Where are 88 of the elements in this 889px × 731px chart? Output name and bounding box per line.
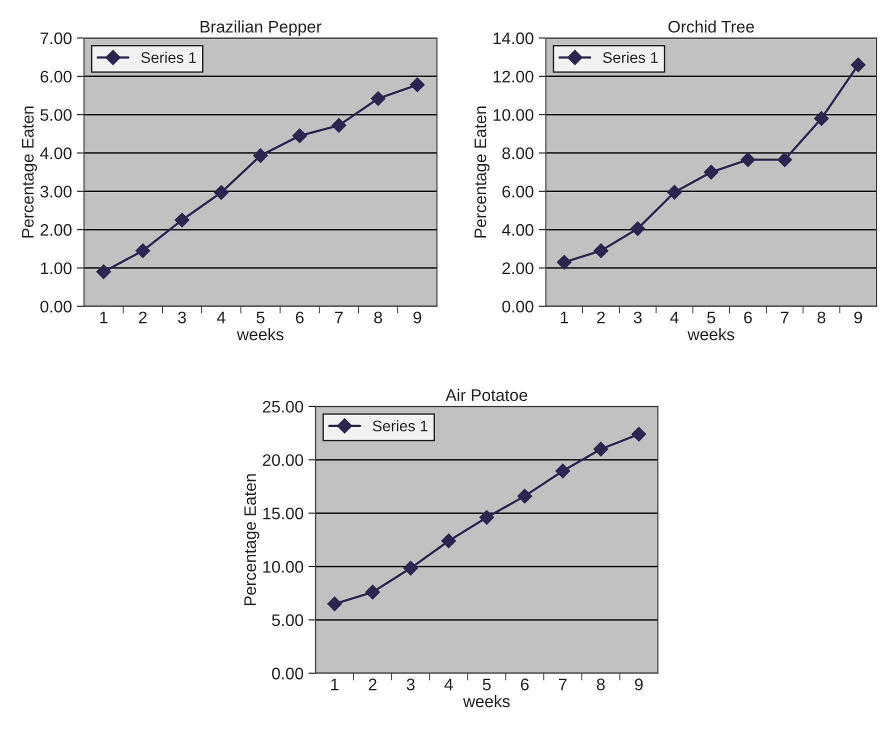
point: [850, 57, 866, 72]
point: [479, 510, 494, 525]
x-axis-title: weeks: [236, 328, 284, 340]
chart-title: Brazilian Pepper: [200, 20, 322, 36]
point: [403, 560, 418, 576]
y-tick-label: 7.00: [40, 32, 72, 44]
point: [517, 488, 532, 504]
x-tick-label: 7: [780, 312, 788, 324]
x-tick-label: 9: [413, 312, 422, 324]
y-axis-title: Percentage Eaten: [474, 106, 490, 238]
x-tick-label: 7: [559, 678, 567, 690]
point: [594, 243, 608, 258]
point: [410, 77, 425, 92]
y-tick-label: 0.00: [272, 668, 304, 680]
point: [327, 596, 342, 612]
point: [292, 128, 308, 144]
point: [555, 464, 570, 478]
x-tick-label: 3: [178, 312, 186, 324]
x-tick-label: 2: [368, 678, 376, 690]
y-axis-title: Percentage Eaten: [22, 106, 37, 238]
point: [740, 152, 756, 168]
x-axis-title: weeks: [463, 695, 510, 708]
point: [667, 184, 682, 200]
x-tick-label: 2: [597, 312, 605, 324]
y-tick-label: 8.00: [502, 147, 534, 160]
x-tick-label: 5: [707, 312, 716, 324]
point: [631, 426, 646, 442]
x-tick-label: 1: [560, 312, 568, 324]
x-tick-label: 5: [482, 678, 491, 690]
x-tick-label: 1: [331, 678, 338, 690]
point: [593, 442, 608, 457]
point: [704, 164, 719, 180]
x-tick-label: 6: [744, 312, 752, 324]
x-tick-label: 8: [596, 678, 605, 690]
y-tick-label: 15.00: [263, 508, 304, 520]
y-tick-label: 14.00: [494, 32, 534, 44]
point: [441, 534, 456, 548]
point: [630, 221, 646, 236]
legend-label: Series 1: [372, 420, 428, 432]
x-tick-label: 7: [335, 312, 343, 324]
x-tick-label: 8: [818, 312, 826, 324]
x-tick-label: 2: [139, 312, 147, 324]
point: [214, 185, 229, 200]
y-tick-label: 1.00: [41, 262, 72, 274]
x-tick-label: 3: [406, 678, 415, 690]
y-tick-label: 25.00: [262, 400, 304, 413]
x-tick-label: 8: [374, 312, 382, 324]
x-tick-label: 4: [217, 312, 226, 324]
chart-title: Orchid Tree: [668, 20, 754, 33]
x-tick-label: 1: [100, 312, 108, 324]
y-tick-label: 4.00: [40, 147, 72, 160]
x-tick-label: 4: [670, 312, 679, 324]
point: [332, 118, 346, 133]
y-tick-label: 10.00: [494, 109, 534, 121]
chart-title: Air Potatoe: [446, 388, 528, 402]
y-tick-label: 10.00: [263, 560, 304, 573]
legend-label: Series 1: [141, 52, 196, 63]
x-tick-label: 9: [854, 312, 862, 324]
x-tick-label: 9: [634, 678, 643, 690]
legend-label: Series 1: [603, 52, 658, 63]
point: [556, 254, 572, 270]
point: [96, 264, 112, 280]
x-tick-label: 6: [520, 678, 529, 690]
point: [135, 243, 150, 258]
y-tick-label: 6.00: [40, 70, 72, 83]
x-tick-label: 5: [256, 312, 264, 324]
point: [365, 584, 380, 600]
y-tick-label: 0.00: [502, 300, 534, 312]
x-tick-label: 6: [296, 312, 304, 324]
y-tick-label: 6.00: [502, 186, 534, 198]
y-tick-label: 4.00: [502, 224, 534, 236]
x-tick-label: 4: [444, 678, 453, 690]
y-tick-label: 5.00: [40, 109, 72, 121]
y-tick-label: 0.00: [40, 300, 72, 312]
point: [174, 212, 190, 228]
y-tick-label: 2.00: [40, 224, 72, 236]
y-tick-label: 2.00: [502, 262, 534, 274]
x-axis-title: weeks: [688, 328, 734, 340]
point: [777, 152, 792, 168]
y-axis-title: Percentage Eaten: [244, 474, 260, 606]
y-tick-label: 20.00: [262, 454, 304, 466]
y-tick-label: 3.00: [40, 186, 72, 198]
y-tick-label: 12.00: [494, 70, 534, 83]
point: [370, 91, 386, 106]
point: [253, 148, 268, 164]
y-tick-label: 5.00: [272, 614, 304, 626]
point: [814, 111, 829, 126]
x-tick-label: 3: [634, 312, 642, 324]
